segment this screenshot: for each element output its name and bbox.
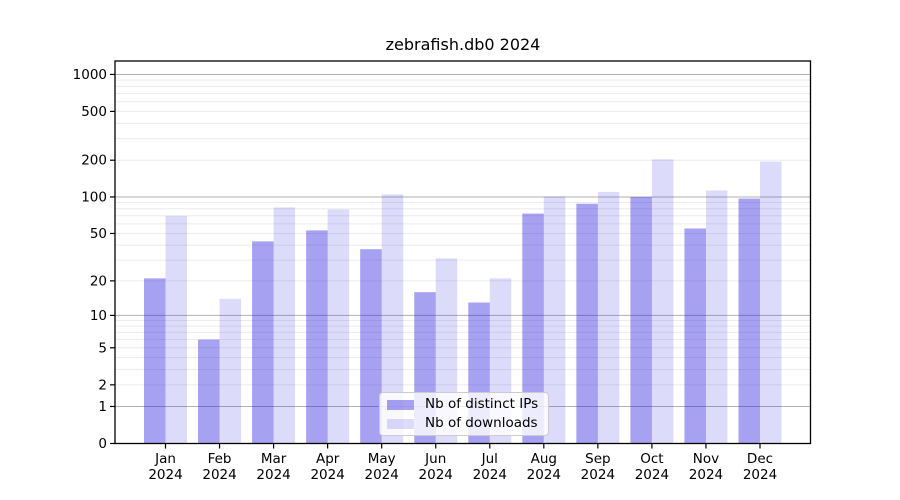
bar-distinct-ips-may xyxy=(360,249,382,444)
x-tick-label-year: 2024 xyxy=(527,467,561,483)
bar-downloads-dec xyxy=(759,161,782,444)
bar-distinct-ips-dec xyxy=(738,198,760,444)
y-tick-label: 500 xyxy=(81,104,107,120)
x-tick-label-month: Jun xyxy=(424,451,446,467)
bar-downloads-may xyxy=(381,194,404,444)
x-tick-label-year: 2024 xyxy=(743,467,777,483)
bar-downloads-nov xyxy=(705,190,728,444)
bar-distinct-ips-aug xyxy=(522,213,544,444)
legend-swatch-downloads xyxy=(387,418,414,429)
y-tick-label: 200 xyxy=(81,153,107,169)
y-tick-label: 5 xyxy=(98,340,107,356)
x-tick-label-month: Mar xyxy=(261,451,287,467)
bar-downloads-feb xyxy=(219,298,242,444)
x-tick-label-month: Dec xyxy=(747,451,773,467)
bar-distinct-ips-oct xyxy=(630,196,652,444)
x-tick-label-month: Sep xyxy=(585,451,610,467)
x-tick-label-month: Oct xyxy=(640,451,663,467)
x-tick-label-year: 2024 xyxy=(581,467,615,483)
legend-item-downloads: Nb of downloads xyxy=(387,416,541,431)
x-tick-label-year: 2024 xyxy=(473,467,507,483)
x-tick-label-month: Apr xyxy=(316,451,340,467)
legend-label-distinct-ips: Nb of distinct IPs xyxy=(425,396,539,412)
bar-downloads-sep xyxy=(597,191,620,444)
y-tick-label: 20 xyxy=(90,273,107,289)
y-tick-label: 2 xyxy=(98,377,107,393)
x-tick-label-year: 2024 xyxy=(689,467,723,483)
legend: Nb of distinct IPs Nb of downloads xyxy=(379,392,549,436)
bar-distinct-ips-mar xyxy=(252,241,274,444)
y-tick-label: 50 xyxy=(90,226,107,242)
x-tick-label-month: Jul xyxy=(481,451,498,467)
x-tick-label-month: May xyxy=(368,451,396,467)
bar-downloads-mar xyxy=(273,207,296,444)
x-tick-label-year: 2024 xyxy=(148,467,182,483)
chart-title: zebrafish.db0 2024 xyxy=(385,35,541,54)
y-tick-label: 1000 xyxy=(73,67,107,83)
x-tick-label-year: 2024 xyxy=(419,467,453,483)
legend-item-distinct-ips: Nb of distinct IPs xyxy=(387,397,541,412)
x-tick-label-year: 2024 xyxy=(256,467,290,483)
legend-swatch-distinct-ips xyxy=(387,399,414,410)
bar-downloads-oct xyxy=(651,159,674,444)
bar-downloads-apr xyxy=(327,209,350,444)
y-tick-label: 10 xyxy=(90,308,107,324)
bar-distinct-ips-jan xyxy=(144,278,166,444)
bar-distinct-ips-feb xyxy=(198,339,220,444)
x-tick-label-year: 2024 xyxy=(202,467,236,483)
bar-distinct-ips-apr xyxy=(306,230,328,444)
bar-downloads-jan xyxy=(165,215,187,444)
bar-distinct-ips-sep xyxy=(576,203,598,444)
y-tick-label: 100 xyxy=(81,189,107,205)
x-tick-label-year: 2024 xyxy=(365,467,399,483)
x-tick-label-month: Jan xyxy=(154,451,176,467)
y-tick-label: 0 xyxy=(98,436,107,452)
bar-downloads-aug xyxy=(543,196,566,444)
x-tick-label-year: 2024 xyxy=(310,467,344,483)
plot-border xyxy=(114,60,812,445)
x-tick-label-month: Aug xyxy=(531,451,557,467)
x-tick-label-year: 2024 xyxy=(635,467,669,483)
bar-distinct-ips-nov xyxy=(684,228,706,444)
legend-label-downloads: Nb of downloads xyxy=(425,415,538,431)
x-tick-label-month: Nov xyxy=(693,451,719,467)
x-tick-label-month: Feb xyxy=(208,451,232,467)
y-tick-label: 1 xyxy=(98,399,107,415)
